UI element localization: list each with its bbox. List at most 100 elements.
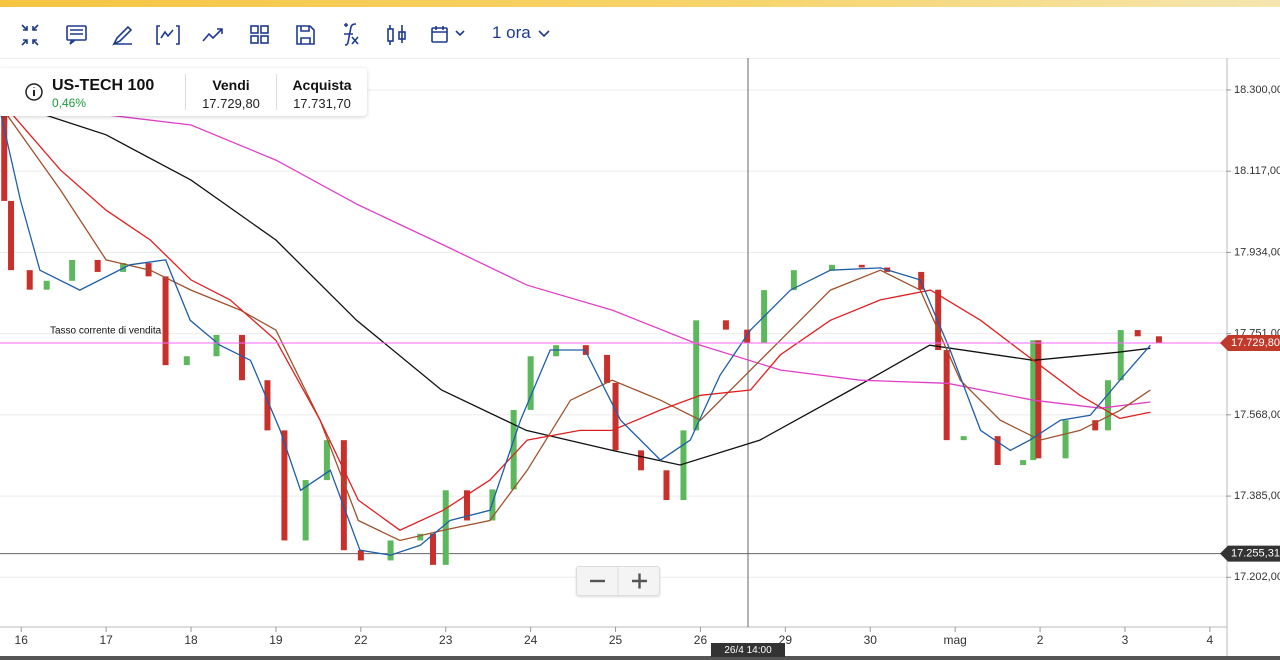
moving-average-line — [0, 84, 1151, 409]
candle-body — [213, 334, 220, 357]
price-tag — [1220, 545, 1280, 562]
candle-body — [1155, 336, 1162, 343]
candle-body — [1104, 380, 1111, 431]
candle-body — [960, 436, 967, 441]
candle-body — [604, 354, 611, 383]
candle-body — [489, 489, 496, 521]
x-axis-band — [0, 627, 1228, 657]
candle-body — [722, 320, 729, 330]
candle-body — [387, 540, 394, 561]
candle-body — [994, 436, 1001, 465]
layout-icon[interactable] — [250, 25, 269, 44]
candle-body — [858, 264, 865, 268]
candle-body — [510, 409, 517, 490]
candle-body — [69, 259, 76, 281]
comment-icon[interactable] — [66, 25, 87, 45]
function-icon[interactable] — [344, 23, 359, 46]
candle-body — [323, 440, 330, 481]
candle-body — [693, 320, 700, 431]
candle-body — [26, 270, 33, 290]
crosshair-price-label: 17.255,31 — [1231, 548, 1280, 560]
candle-body — [790, 270, 797, 291]
candle-body — [638, 450, 645, 471]
x-tick-label: 23 — [439, 633, 453, 647]
candle-body — [663, 470, 670, 501]
crosshair-date-label: 26/4 14:00 — [724, 645, 772, 656]
moving-average-line — [0, 99, 1151, 531]
calendar-icon[interactable] — [431, 26, 465, 43]
price-tag — [1220, 335, 1280, 352]
x-tick-label: 22 — [354, 633, 368, 647]
y-tick-label: 18.300,00 — [1234, 84, 1280, 96]
candle-body — [340, 440, 347, 551]
trend-icon[interactable] — [202, 28, 223, 42]
moving-average-line — [0, 104, 1151, 542]
zoom-in[interactable] — [632, 573, 647, 589]
candle-body — [1117, 330, 1124, 381]
bottom-edge — [0, 656, 1280, 660]
candle-body — [612, 382, 619, 451]
zoom-buttons — [590, 567, 647, 595]
current-price-label: 17.729,80 — [1231, 337, 1280, 349]
candle-body — [1020, 460, 1027, 465]
candle-body — [744, 329, 751, 343]
x-tick-label: 17 — [99, 633, 113, 647]
candle-body — [442, 490, 449, 565]
sell-label[interactable]: Vendi — [212, 77, 250, 93]
collapse-icon[interactable] — [21, 24, 39, 46]
draw-icon[interactable] — [112, 25, 133, 46]
x-tick-label: 16 — [15, 633, 29, 647]
candle-body — [94, 259, 101, 272]
x-tick-label: 24 — [524, 633, 538, 647]
toolbar-icons — [21, 23, 465, 46]
candle-body — [183, 356, 190, 366]
candle-body — [8, 200, 15, 271]
candle-body — [1134, 330, 1141, 337]
x-tick-label: mag — [943, 633, 966, 647]
sell-price[interactable]: 17.729,80 — [202, 96, 260, 111]
annotation: Tasso corrente di vendita — [50, 326, 162, 337]
candle-body — [43, 280, 50, 290]
candle-body — [162, 276, 169, 366]
info-icon[interactable] — [24, 82, 44, 102]
candle-body — [430, 533, 437, 565]
candle-body — [943, 350, 950, 441]
y-tick-label: 18.117,00 — [1234, 165, 1280, 177]
instrument-name: US-TECH 100 — [52, 77, 155, 94]
moving-average-line — [0, 99, 1151, 466]
candle-body — [935, 289, 942, 351]
buy-label[interactable]: Acquista — [292, 77, 352, 93]
x-tick-label: 19 — [269, 633, 283, 647]
buy-price[interactable]: 17.731,70 — [293, 96, 351, 111]
candle-body — [553, 345, 560, 357]
x-tick-label: 3 — [1122, 633, 1129, 647]
candle-body — [463, 490, 470, 521]
candle-body — [281, 430, 288, 541]
candle-icon[interactable] — [387, 25, 406, 45]
x-tick-label: 26 — [694, 633, 708, 647]
candle-body — [238, 334, 245, 381]
candle-body — [1, 109, 8, 201]
top-accent — [0, 0, 1280, 7]
candle-body — [680, 430, 687, 501]
candle-body — [120, 263, 127, 272]
x-tick-label: 25 — [609, 633, 623, 647]
moving-average-line — [0, 109, 1151, 556]
candle-body — [1062, 420, 1069, 459]
timeframe[interactable]: 1 ora — [492, 23, 531, 42]
candle-body — [829, 264, 836, 271]
save-icon[interactable] — [296, 25, 315, 45]
divider — [276, 74, 277, 110]
indicator-icon[interactable] — [156, 25, 180, 45]
x-tick-label: 2 — [1037, 633, 1044, 647]
candle-body — [582, 345, 589, 355]
candle-body — [1092, 420, 1099, 431]
zoom-control — [576, 566, 660, 596]
x-tick-label: 4 — [1207, 633, 1214, 647]
timeframe-chevron[interactable] — [536, 28, 552, 40]
toolbar: 1 ora — [0, 7, 1280, 59]
candle-body — [302, 480, 309, 541]
candle-body — [527, 356, 534, 410]
y-tick-label: 17.934,00 — [1234, 246, 1280, 258]
